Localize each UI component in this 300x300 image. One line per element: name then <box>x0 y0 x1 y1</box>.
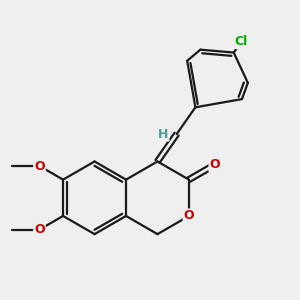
Text: O: O <box>34 223 45 236</box>
Text: O: O <box>184 209 194 223</box>
Text: H: H <box>158 128 168 141</box>
Text: O: O <box>34 160 45 172</box>
Text: Cl: Cl <box>235 35 248 48</box>
Text: O: O <box>209 158 220 171</box>
